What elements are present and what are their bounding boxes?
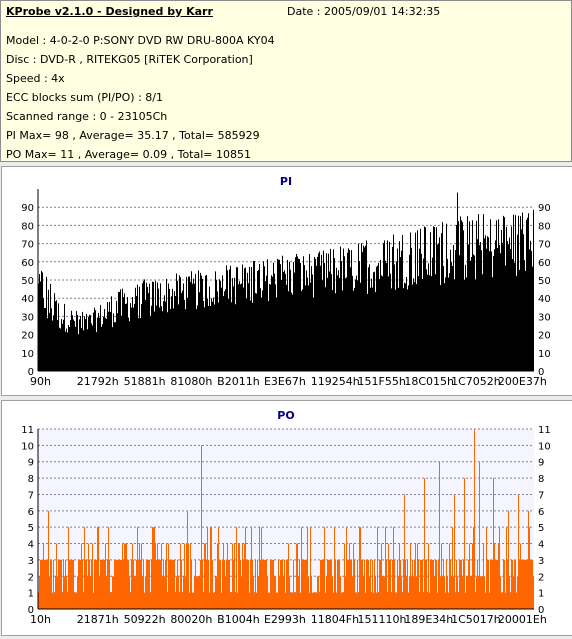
po-ytick-right: 3: [538, 556, 544, 567]
pi-chart: PI 0 0 10 10 20 20 30 30 40 40 50 50 60 60 70 70 80 80 90 90…: [21, 175, 551, 388]
pi-ytick-right: 40: [538, 294, 551, 305]
po-chart-panel: PO 0 0 1 1 2 2 3 3 4 4 5 5 6 6 7 7 8 8 9 9 10 10 11 11 10h 21871h 5…: [1, 400, 572, 636]
po-ytick-left: 3: [28, 556, 34, 567]
pi-xtick-label: E3E67h: [264, 375, 306, 388]
po-ytick-right: 0: [538, 605, 544, 616]
scanned-range-line: Scanned range : 0 - 23105Ch: [6, 110, 168, 123]
pi-xtick-label: 18C015h: [404, 375, 454, 388]
po-ytick-right: 5: [538, 523, 544, 534]
po-xtick-label: 1C5017h: [451, 613, 501, 626]
pi-ytick-left: 90: [21, 203, 34, 214]
pi-ytick-right: 20: [538, 331, 551, 342]
pi-xtick-label: 1C7052h: [451, 375, 501, 388]
speed-line: Speed : 4x: [6, 72, 65, 85]
pi-ytick-right: 90: [538, 203, 551, 214]
po-xtick-label: 11804Fh: [311, 613, 359, 626]
disc-line: Disc : DVD-R , RITEKG05 [RiTEK Corporati…: [6, 53, 253, 66]
pi-ytick-left: 20: [21, 331, 34, 342]
po-ytick-left: 0: [28, 605, 34, 616]
pi-ytick-right: 10: [538, 349, 551, 360]
pi-ytick-left: 0: [28, 367, 34, 378]
pi-xtick-label: 21792h: [77, 375, 119, 388]
po-summary-line: PO Max= 11 , Average= 0.09 , Total= 1085…: [6, 148, 251, 161]
pi-ytick-left: 50: [21, 276, 34, 287]
po-ytick-right: 6: [538, 507, 544, 518]
pi-xtick-label: 90h: [30, 375, 51, 388]
po-ytick-left: 8: [28, 474, 34, 485]
po-xtick-label: 50922h: [124, 613, 166, 626]
po-ytick-right: 7: [538, 490, 544, 501]
po-ytick-right: 9: [538, 458, 544, 469]
pi-summary-line: PI Max= 98 , Average= 35.17 , Total= 585…: [6, 129, 260, 142]
po-xtick-label: B1004h: [217, 613, 260, 626]
scan-date: Date : 2005/09/01 14:32:35: [287, 5, 441, 18]
po-ytick-left: 6: [28, 507, 34, 518]
po-xtick-label: 151110h: [358, 613, 407, 626]
pi-ytick-left: 70: [21, 240, 34, 251]
pi-ytick-left: 30: [21, 312, 34, 323]
po-chart-title: PO: [277, 409, 294, 422]
po-ytick-left: 2: [28, 572, 34, 583]
po-ytick-left: 10: [21, 441, 34, 452]
pi-chart-panel: PI 0 0 10 10 20 20 30 30 40 40 50 50 60 60 70 70 80 80 90 90…: [1, 166, 572, 396]
pi-ytick-right: 60: [538, 258, 551, 269]
po-ytick-right: 4: [538, 540, 544, 551]
po-ytick-left: 1: [28, 589, 34, 600]
pi-ytick-right: 0: [538, 367, 544, 378]
po-ytick-left: 11: [21, 425, 34, 436]
pi-chart-title: PI: [280, 175, 292, 188]
po-ytick-right: 2: [538, 572, 544, 583]
pi-ytick-right: 30: [538, 312, 551, 323]
pi-ytick-left: 40: [21, 294, 34, 305]
pi-ytick-left: 80: [21, 221, 34, 232]
po-ytick-left: 9: [28, 458, 34, 469]
pi-ytick-left: 60: [21, 258, 34, 269]
po-xtick-label: 20001Eh: [498, 613, 547, 626]
pi-ytick-right: 50: [538, 276, 551, 287]
po-ytick-right: 1: [538, 589, 544, 600]
po-ytick-right: 11: [538, 425, 551, 436]
pi-ytick-left: 10: [21, 349, 34, 360]
pi-xtick-label: 51881h: [124, 375, 166, 388]
po-xtick-label: E2993h: [264, 613, 306, 626]
ecc-line: ECC blocks sum (PI/PO) : 8/1: [6, 91, 163, 104]
pi-xtick-label: 151F55h: [358, 375, 406, 388]
po-xtick-label: 21871h: [77, 613, 119, 626]
pi-xtick-label: B2011h: [217, 375, 260, 388]
po-xtick-label: 80020h: [170, 613, 212, 626]
po-ytick-right: 8: [538, 474, 544, 485]
po-xtick-label: 189E34h: [404, 613, 453, 626]
po-ytick-right: 10: [538, 441, 551, 452]
po-ytick-left: 4: [28, 540, 34, 551]
po-ytick-left: 5: [28, 523, 34, 534]
pi-xtick-label: 81080h: [170, 375, 212, 388]
po-xtick-label: 10h: [30, 613, 51, 626]
pi-xtick-label: 119254h: [311, 375, 360, 388]
info-panel: KProbe v2.1.0 - Designed by Karr Date : …: [0, 0, 572, 162]
pi-ytick-right: 70: [538, 240, 551, 251]
pi-xtick-label: 200E37h: [498, 375, 547, 388]
model-line: Model : 4-0-2-0 P:SONY DVD RW DRU-800A K…: [6, 34, 275, 47]
app-title: KProbe v2.1.0 - Designed by Karr: [6, 5, 213, 18]
po-ytick-left: 7: [28, 490, 34, 501]
pi-ytick-right: 80: [538, 221, 551, 232]
